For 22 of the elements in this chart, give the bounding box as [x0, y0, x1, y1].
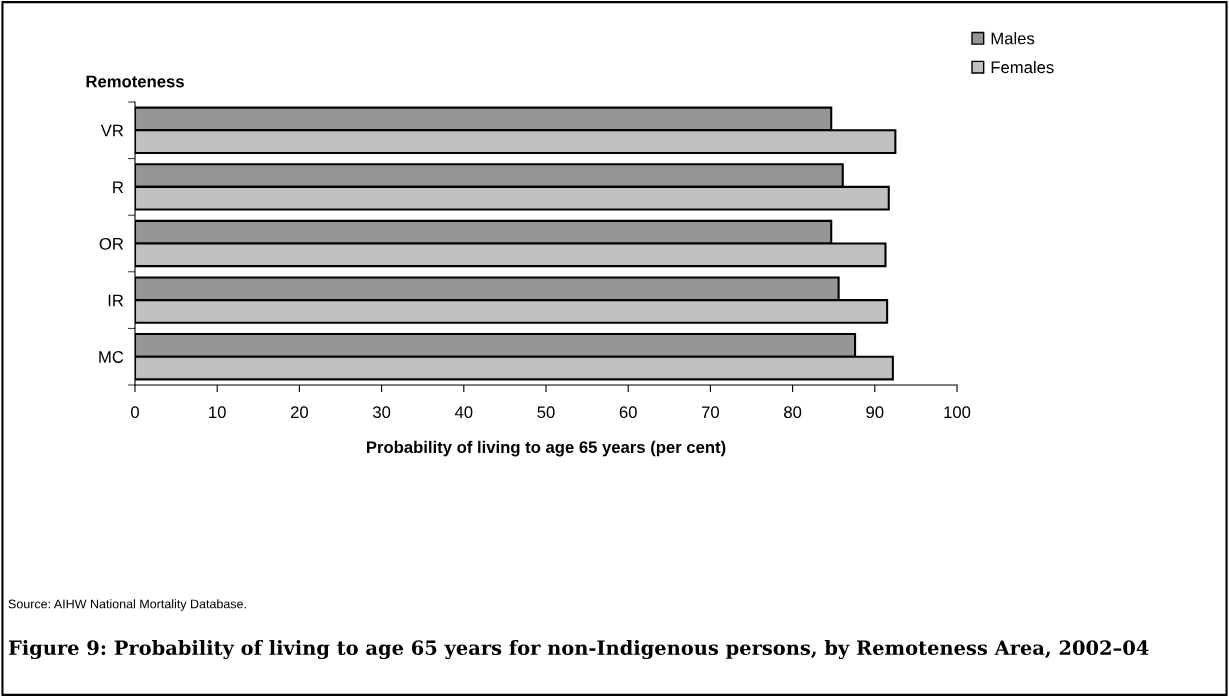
x-tick-label: 90 — [866, 406, 884, 419]
source-note: Source: AIHW National Mortality Database. — [8, 599, 246, 611]
text: Figure 9: Probability of living to age 65 years for non-Indigenous persons, by Remoteness Area, 2002–04 — [8, 640, 1149, 660]
y-axis-title: Remoteness — [86, 75, 184, 88]
y-tick-label: R — [113, 181, 124, 193]
x-tick-label: 60 — [619, 406, 637, 419]
x-tick-label: 80 — [784, 406, 802, 419]
y-tick-label: OR — [99, 237, 124, 250]
x-tick-label: 70 — [701, 406, 720, 419]
x-tick-label: 40 — [454, 406, 473, 419]
x-tick-label: 0 — [131, 406, 139, 419]
legend-label: Males — [991, 32, 1035, 45]
legend-label: Females — [991, 60, 1054, 74]
x-tick-label: 30 — [372, 406, 391, 419]
x-tick-label: 10 — [209, 406, 226, 419]
x-tick-label: 100 — [944, 406, 971, 419]
x-axis-title: Probability of living to age 65 years (per cent) — [366, 440, 726, 457]
y-tick-label: VR — [100, 124, 124, 137]
x-tick-label: 20 — [290, 406, 309, 419]
y-tick-label: MC — [99, 351, 124, 363]
y-tick-label: IR — [108, 294, 124, 307]
x-tick-label: 50 — [537, 406, 555, 419]
